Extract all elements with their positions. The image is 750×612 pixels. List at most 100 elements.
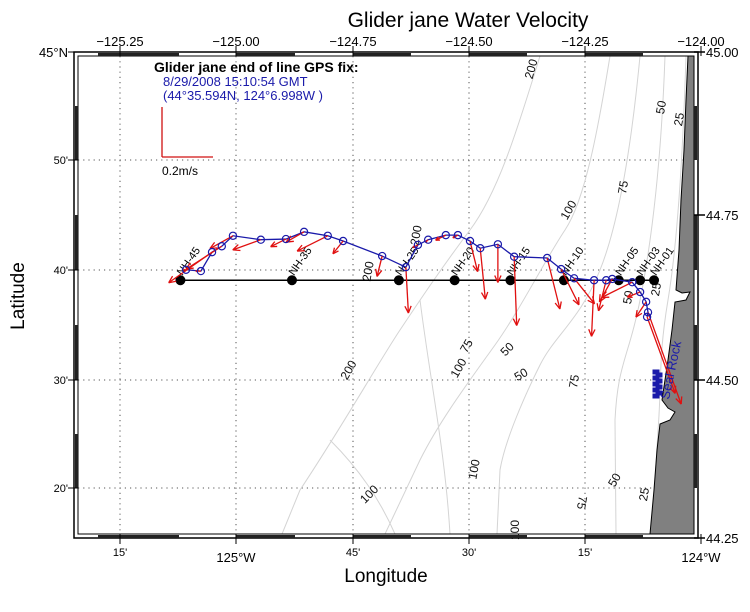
left-tick-label: 30' xyxy=(54,375,68,387)
isobath-label: 100 xyxy=(557,198,579,223)
isobath-label: 100 xyxy=(447,356,469,381)
top-tick-label: −125.25 xyxy=(96,34,143,49)
arrow-head xyxy=(598,294,607,303)
velocity-arrow xyxy=(183,268,187,271)
isobath-label: 50 xyxy=(653,99,669,115)
right-tick-label: 44.25 xyxy=(706,531,739,546)
velocity-arrow xyxy=(195,269,201,273)
arrow-shaft xyxy=(469,240,479,272)
plot-area: 2002002002001001001001001007575757550505… xyxy=(78,55,695,540)
velocity-scale: 0.2m/s xyxy=(161,107,213,178)
track-point xyxy=(441,230,451,240)
arrow-head xyxy=(626,292,633,298)
velocity-arrow xyxy=(296,235,329,252)
velocity-arrow xyxy=(626,291,641,298)
track-point xyxy=(465,236,475,246)
arrow-head xyxy=(675,396,683,405)
isobath-label: 50 xyxy=(605,470,624,489)
arrow-shaft xyxy=(405,267,410,314)
isobath-label: 100 xyxy=(465,458,482,480)
arrow-head xyxy=(232,244,241,252)
isobath-label: 75 xyxy=(457,336,476,355)
arrow-head xyxy=(494,275,502,283)
right-tick-label: 44.50 xyxy=(706,373,739,388)
frame-bar xyxy=(469,535,527,538)
station-label: NH-25 xyxy=(394,245,422,278)
right-tick-label: 45.00 xyxy=(706,45,739,60)
gps-fix-annotation: Glider jane end of line GPS fix: 8/29/20… xyxy=(154,59,359,103)
velocity-arrow xyxy=(270,238,287,248)
station-marker xyxy=(505,275,516,286)
frame-bar xyxy=(236,535,295,538)
track-point xyxy=(323,231,332,240)
gps-fix-position: (44°35.594N, 124°6.998W ) xyxy=(163,88,323,103)
arrow-head xyxy=(332,247,339,255)
frame-bar xyxy=(694,325,697,380)
bottom-tick-label: 124°W xyxy=(681,550,721,565)
top-tick-label: −124.50 xyxy=(445,34,492,49)
top-tick-label: −125.00 xyxy=(212,34,259,49)
velocity-arrow xyxy=(435,234,447,241)
arrow-shaft xyxy=(627,291,641,298)
arrow-shaft xyxy=(232,239,262,251)
isobath-labels: 2002002002001001001001001007575757550505… xyxy=(337,57,687,540)
frame-bar xyxy=(75,434,78,488)
arrow-shaft xyxy=(573,277,596,305)
station-marker xyxy=(286,275,297,286)
isobath-label: 25 xyxy=(671,111,687,127)
track-point xyxy=(228,231,238,240)
isobath-label: 200 xyxy=(359,260,376,282)
left-tick-label: 20' xyxy=(54,483,68,495)
gps-fix-heading: Glider jane end of line GPS fix: xyxy=(154,59,359,75)
frame-bar xyxy=(585,535,643,538)
station-label: NH-15 xyxy=(505,245,533,278)
track-point xyxy=(256,235,266,244)
map-frame xyxy=(68,46,705,544)
arrow-head xyxy=(601,291,610,299)
isobath-line xyxy=(384,55,611,535)
frame-bar xyxy=(98,53,179,56)
velocity-arrow xyxy=(588,280,596,337)
frame-bar xyxy=(75,325,78,380)
station-marker xyxy=(175,275,186,286)
left-tick-label: 45°N xyxy=(39,45,68,60)
frame-bar xyxy=(98,535,179,538)
frame-bar xyxy=(236,53,295,56)
top-tick-label: −124.00 xyxy=(677,34,724,49)
bottom-tick-label: 125°W xyxy=(216,550,256,565)
station-marker xyxy=(558,275,569,286)
y-axis-label: Latitude xyxy=(8,262,29,330)
track-point xyxy=(509,252,519,261)
arrow-shaft xyxy=(270,238,287,248)
bottom-tick-label: 15' xyxy=(113,547,127,559)
figure-title: Glider jane Water Velocity xyxy=(348,9,589,32)
velocity-arrow xyxy=(469,240,480,273)
track-point xyxy=(569,274,579,283)
velocity-arrow xyxy=(598,278,613,303)
bottom-tick-label: 15' xyxy=(578,547,592,559)
velocity-arrow xyxy=(601,281,633,299)
track-point xyxy=(423,235,433,244)
right-axis: 45.00 44.75 44.50 44.25 xyxy=(706,45,739,546)
track-point xyxy=(377,251,387,261)
track-point xyxy=(601,276,611,285)
seal-rock-square xyxy=(652,393,660,399)
arrow-head xyxy=(572,297,580,306)
seal-rock-marker xyxy=(652,369,663,399)
track-point xyxy=(217,242,226,251)
arrow-head xyxy=(183,268,185,271)
track-point xyxy=(542,253,552,263)
isobath-label: 50 xyxy=(512,365,531,384)
isobath-label: 100 xyxy=(508,520,522,540)
station-marker xyxy=(449,275,460,286)
frame-bar xyxy=(75,215,78,270)
arrow-head xyxy=(435,236,441,241)
velocity-arrows xyxy=(168,231,683,405)
bottom-axis: 15' 125°W 45' 30' 15' 124°W xyxy=(113,547,721,565)
track-point xyxy=(635,287,645,297)
frame-bar xyxy=(694,106,697,160)
arrow-shaft xyxy=(601,281,633,299)
track-point xyxy=(628,278,637,287)
velocity-arrow xyxy=(635,301,647,318)
